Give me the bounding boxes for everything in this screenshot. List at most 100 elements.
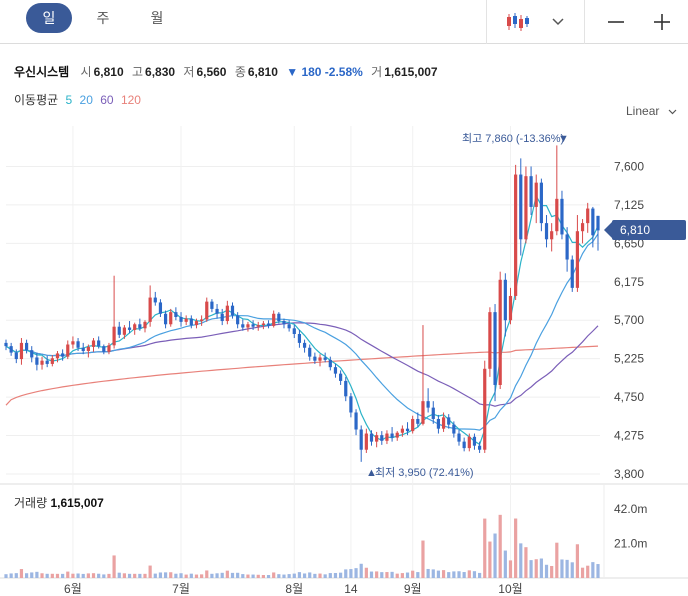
volume-bar <box>333 572 338 578</box>
candle <box>555 145 559 236</box>
y-tick-label: 7,600 <box>614 159 644 173</box>
volume-bar <box>488 541 492 578</box>
candle <box>4 339 8 351</box>
open-label: 시 <box>80 65 92 79</box>
volume-bar <box>411 570 415 578</box>
candle <box>472 433 477 450</box>
stock-name: 우신시스템 <box>14 65 70 79</box>
candle <box>478 441 482 453</box>
candlestick-icon[interactable] <box>496 0 540 44</box>
volume-bar <box>153 573 157 578</box>
volume-bar <box>256 574 260 578</box>
candle <box>256 321 260 331</box>
candle <box>385 430 389 445</box>
candle <box>50 355 54 367</box>
volume-value: 1,615,007 <box>384 65 438 79</box>
x-tick-label: 7월 <box>172 582 190 596</box>
candle <box>45 355 49 368</box>
tab-monthly[interactable]: 월 <box>150 10 164 26</box>
candle <box>333 363 338 378</box>
volume-bar <box>143 573 147 578</box>
volume-label: 거 <box>371 65 383 79</box>
candle <box>163 310 168 329</box>
candle <box>215 304 219 319</box>
candle <box>287 320 291 332</box>
candle <box>369 430 374 446</box>
volume-bar <box>400 573 404 578</box>
low-marker-icon: ▲ <box>366 467 377 479</box>
candle <box>421 325 425 426</box>
candle <box>488 307 492 377</box>
candle <box>9 342 13 356</box>
volume-bar <box>200 574 204 578</box>
toolbar-divider <box>486 0 487 44</box>
high-label: 고 <box>131 65 144 79</box>
tab-daily[interactable]: 일 <box>26 3 72 33</box>
x-tick-label: 10월 <box>498 582 522 596</box>
volume-bar <box>390 571 394 578</box>
ma-60-label[interactable]: 60 <box>100 93 114 107</box>
candle <box>138 318 142 331</box>
candle <box>323 352 327 363</box>
candle <box>514 164 518 300</box>
volume-bar <box>76 573 80 578</box>
volume-bar <box>328 573 332 578</box>
volume-bar <box>117 572 121 578</box>
minus-icon[interactable] <box>596 0 636 44</box>
volume-bar <box>550 565 554 578</box>
volume-bar <box>236 572 240 578</box>
y-tick-label: 6,175 <box>614 275 644 289</box>
candle <box>158 299 163 317</box>
candle <box>122 325 126 339</box>
candle <box>24 339 29 354</box>
candles <box>4 145 600 462</box>
ma-20-label[interactable]: 20 <box>79 93 93 107</box>
volume-bars <box>4 514 600 578</box>
scale-mode-selector[interactable]: Linear <box>626 104 677 118</box>
candle <box>148 285 152 327</box>
volume-bar <box>163 572 168 578</box>
plus-icon[interactable] <box>642 0 682 44</box>
ma-60-line <box>5 322 599 407</box>
volume-bar <box>205 570 209 578</box>
volume-bar <box>184 574 188 578</box>
y-tick-label: 7,125 <box>614 198 644 212</box>
candle <box>241 319 245 331</box>
candle <box>133 322 137 335</box>
candle <box>436 414 441 434</box>
scale-mode-label: Linear <box>626 104 660 118</box>
volume-bar <box>61 573 65 578</box>
quote-summary: 우신시스템 시 6,810 고 6,830 저 6,560 종 6,810 ▼ 180 … <box>14 63 443 80</box>
volume-bar <box>385 572 389 578</box>
volume-bar <box>14 573 18 578</box>
volume-bar <box>318 573 322 578</box>
ma-120-label[interactable]: 120 <box>120 93 141 107</box>
candle <box>524 166 528 244</box>
volume-bar <box>9 573 13 578</box>
candle <box>220 308 224 326</box>
chevron-down-icon[interactable] <box>544 0 572 44</box>
candle <box>596 215 600 251</box>
volume-bar <box>66 571 70 578</box>
volume-bar <box>225 570 229 578</box>
ma-5-label[interactable]: 5 <box>65 93 73 107</box>
volume-bar <box>534 559 538 578</box>
volume-bar <box>97 573 101 578</box>
volume-bar <box>174 573 178 578</box>
candle <box>127 321 132 334</box>
candle <box>236 312 240 329</box>
tab-weekly[interactable]: 주 <box>96 10 110 26</box>
high-marker-icon: ▼ <box>558 133 569 145</box>
volume-bar <box>30 572 34 578</box>
volume-bar <box>565 559 569 578</box>
volume-bar <box>112 555 116 578</box>
candle <box>107 342 111 355</box>
low-label: 저 <box>183 65 195 79</box>
candle <box>97 336 101 349</box>
candle <box>102 344 106 355</box>
candle <box>297 329 302 348</box>
volume-bar <box>586 565 590 578</box>
volume-bar <box>462 572 466 578</box>
candle <box>457 429 461 446</box>
